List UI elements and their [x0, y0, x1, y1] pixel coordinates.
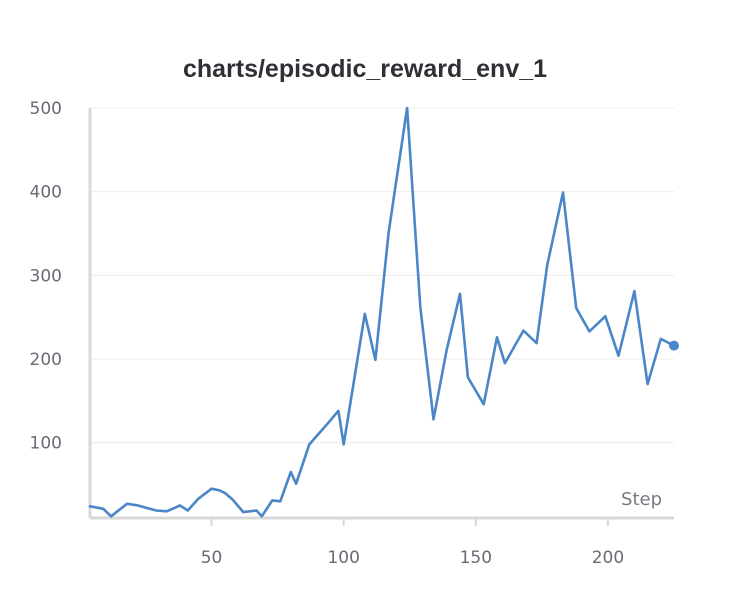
- y-tick-label: 200: [30, 350, 62, 370]
- y-tick-label: 500: [30, 99, 62, 119]
- x-tick-label: 150: [460, 548, 492, 568]
- y-tick-label: 100: [30, 434, 62, 454]
- x-axis-ticks: 50 100 150 200: [201, 518, 624, 568]
- chart-title: charts/episodic_reward_env_1: [183, 55, 547, 83]
- x-tick-label: 200: [592, 548, 624, 568]
- y-tick-label: 300: [30, 266, 62, 286]
- x-tick-label: 50: [201, 548, 223, 568]
- axes: [88, 108, 674, 520]
- y-axis-ticks: 100 200 300 400 500: [30, 99, 62, 454]
- x-axis-label: Step: [621, 489, 662, 510]
- last-point-marker: [669, 340, 679, 351]
- x-tick-label: 100: [327, 548, 359, 568]
- y-tick-label: 400: [30, 183, 62, 203]
- grid-lines: [90, 107, 674, 444]
- series-group: [88, 106, 679, 518]
- series-line: [88, 106, 676, 518]
